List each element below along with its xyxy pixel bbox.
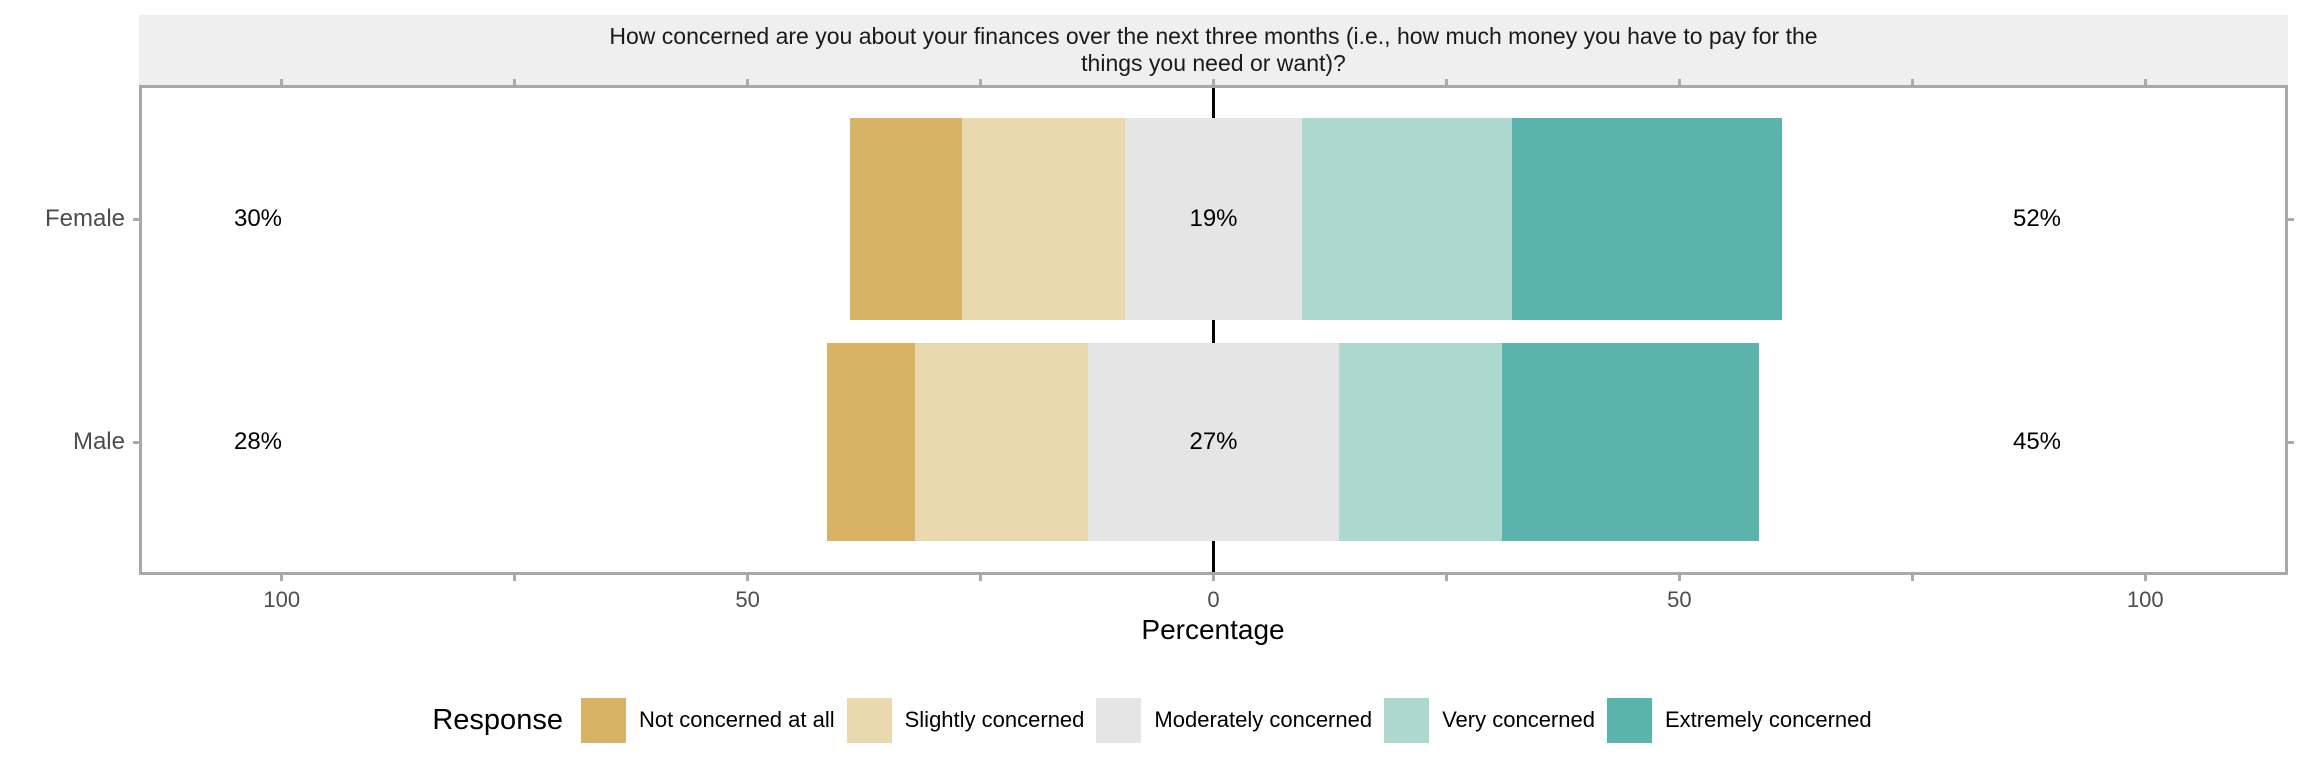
bar-segment-female-4 <box>1302 118 1512 320</box>
legend-item: Not concerned at all <box>580 697 835 743</box>
x-axis-tick-label: 100 <box>2126 587 2164 612</box>
legend-item: Slightly concerned <box>846 697 1085 743</box>
x-axis-tick-top <box>1444 79 1448 85</box>
legend-swatch <box>846 697 892 743</box>
x-axis-tick-top <box>1212 79 1215 85</box>
row-label-left-male: 28% <box>233 428 283 455</box>
legend-label: Very concerned <box>1442 707 1595 732</box>
legend-swatch <box>580 697 626 743</box>
bar-segment-male-3 <box>1087 343 1340 541</box>
x-axis-tick-top <box>746 79 750 85</box>
zero-reference-line <box>1212 320 1215 343</box>
x-axis-tick-top <box>1910 79 1914 85</box>
bar-segment-male-5 <box>1502 343 1759 541</box>
x-axis-tick <box>2143 575 2147 581</box>
bar-segment-female-5 <box>1511 118 1782 320</box>
bar-segment-male-1 <box>826 343 916 541</box>
bar-segment-male-4 <box>1339 343 1503 541</box>
x-axis-tick <box>280 575 284 581</box>
bar-segment-female-2 <box>961 118 1125 320</box>
x-axis-tick-label: 100 <box>263 587 301 612</box>
bar-segment-male-2 <box>915 343 1088 541</box>
legend-item: Very concerned <box>1384 697 1595 743</box>
x-axis-tick-label: 0 <box>1207 587 1220 612</box>
x-axis-tick <box>1212 575 1215 581</box>
y-axis-tick <box>133 440 140 444</box>
row-label-right-female: 52% <box>2012 205 2062 232</box>
legend: Response Not concerned at all Slightly co… <box>0 694 2304 746</box>
legend-label: Extremely concerned <box>1664 707 1872 732</box>
x-axis-tick-label: 50 <box>735 587 760 612</box>
category-label-male: Male <box>72 428 125 455</box>
x-axis-tick <box>1444 575 1448 581</box>
legend-swatch <box>1384 697 1430 743</box>
x-axis-tick <box>746 575 750 581</box>
y-axis-tick <box>2287 217 2294 221</box>
legend-items: Not concerned at all Slightly concerned Mo… <box>580 697 1872 743</box>
x-axis-tick <box>1910 575 1914 581</box>
x-axis-tick-top <box>1677 79 1681 85</box>
legend-label: Moderately concerned <box>1154 707 1373 732</box>
legend-swatch <box>1096 697 1142 743</box>
row-label-right-male: 45% <box>2012 428 2062 455</box>
x-axis-tick-top <box>979 79 983 85</box>
facet-strip: How concerned are you about your finance… <box>139 15 2288 85</box>
x-axis-tick-top <box>280 79 284 85</box>
row-label-center-female: 19% <box>1189 205 1238 232</box>
y-axis-tick <box>133 217 140 221</box>
row-label-left-female: 30% <box>233 205 283 232</box>
legend-item: Extremely concerned <box>1606 697 1872 743</box>
legend-swatch <box>1606 697 1652 743</box>
x-axis-tick-label: 50 <box>1667 587 1692 612</box>
x-axis-tick-top <box>513 79 517 85</box>
x-axis-tick <box>1677 575 1681 581</box>
zero-reference-line <box>1212 541 1215 572</box>
bar-segment-female-1 <box>850 118 962 320</box>
chart-title-line2: things you need or want)? <box>1081 50 1346 76</box>
zero-reference-line <box>1212 88 1215 118</box>
y-axis-tick <box>2287 440 2294 444</box>
chart-title-line1: How concerned are you about your finance… <box>609 23 1818 49</box>
x-axis-tick <box>513 575 517 581</box>
x-axis-tick-top <box>2143 79 2147 85</box>
legend-label: Slightly concerned <box>904 707 1085 732</box>
x-axis-tick <box>979 575 983 581</box>
row-label-center-male: 27% <box>1189 428 1238 455</box>
plot-panel: 30% 19% 52% 28% 27% 45% <box>133 79 2294 581</box>
legend-title: Response <box>432 703 563 736</box>
legend-label: Not concerned at all <box>638 707 835 732</box>
bar-segment-female-3 <box>1124 118 1302 320</box>
x-axis-title: Percentage <box>1141 614 1285 645</box>
legend-item: Moderately concerned <box>1096 697 1373 743</box>
category-label-female: Female <box>44 205 125 232</box>
